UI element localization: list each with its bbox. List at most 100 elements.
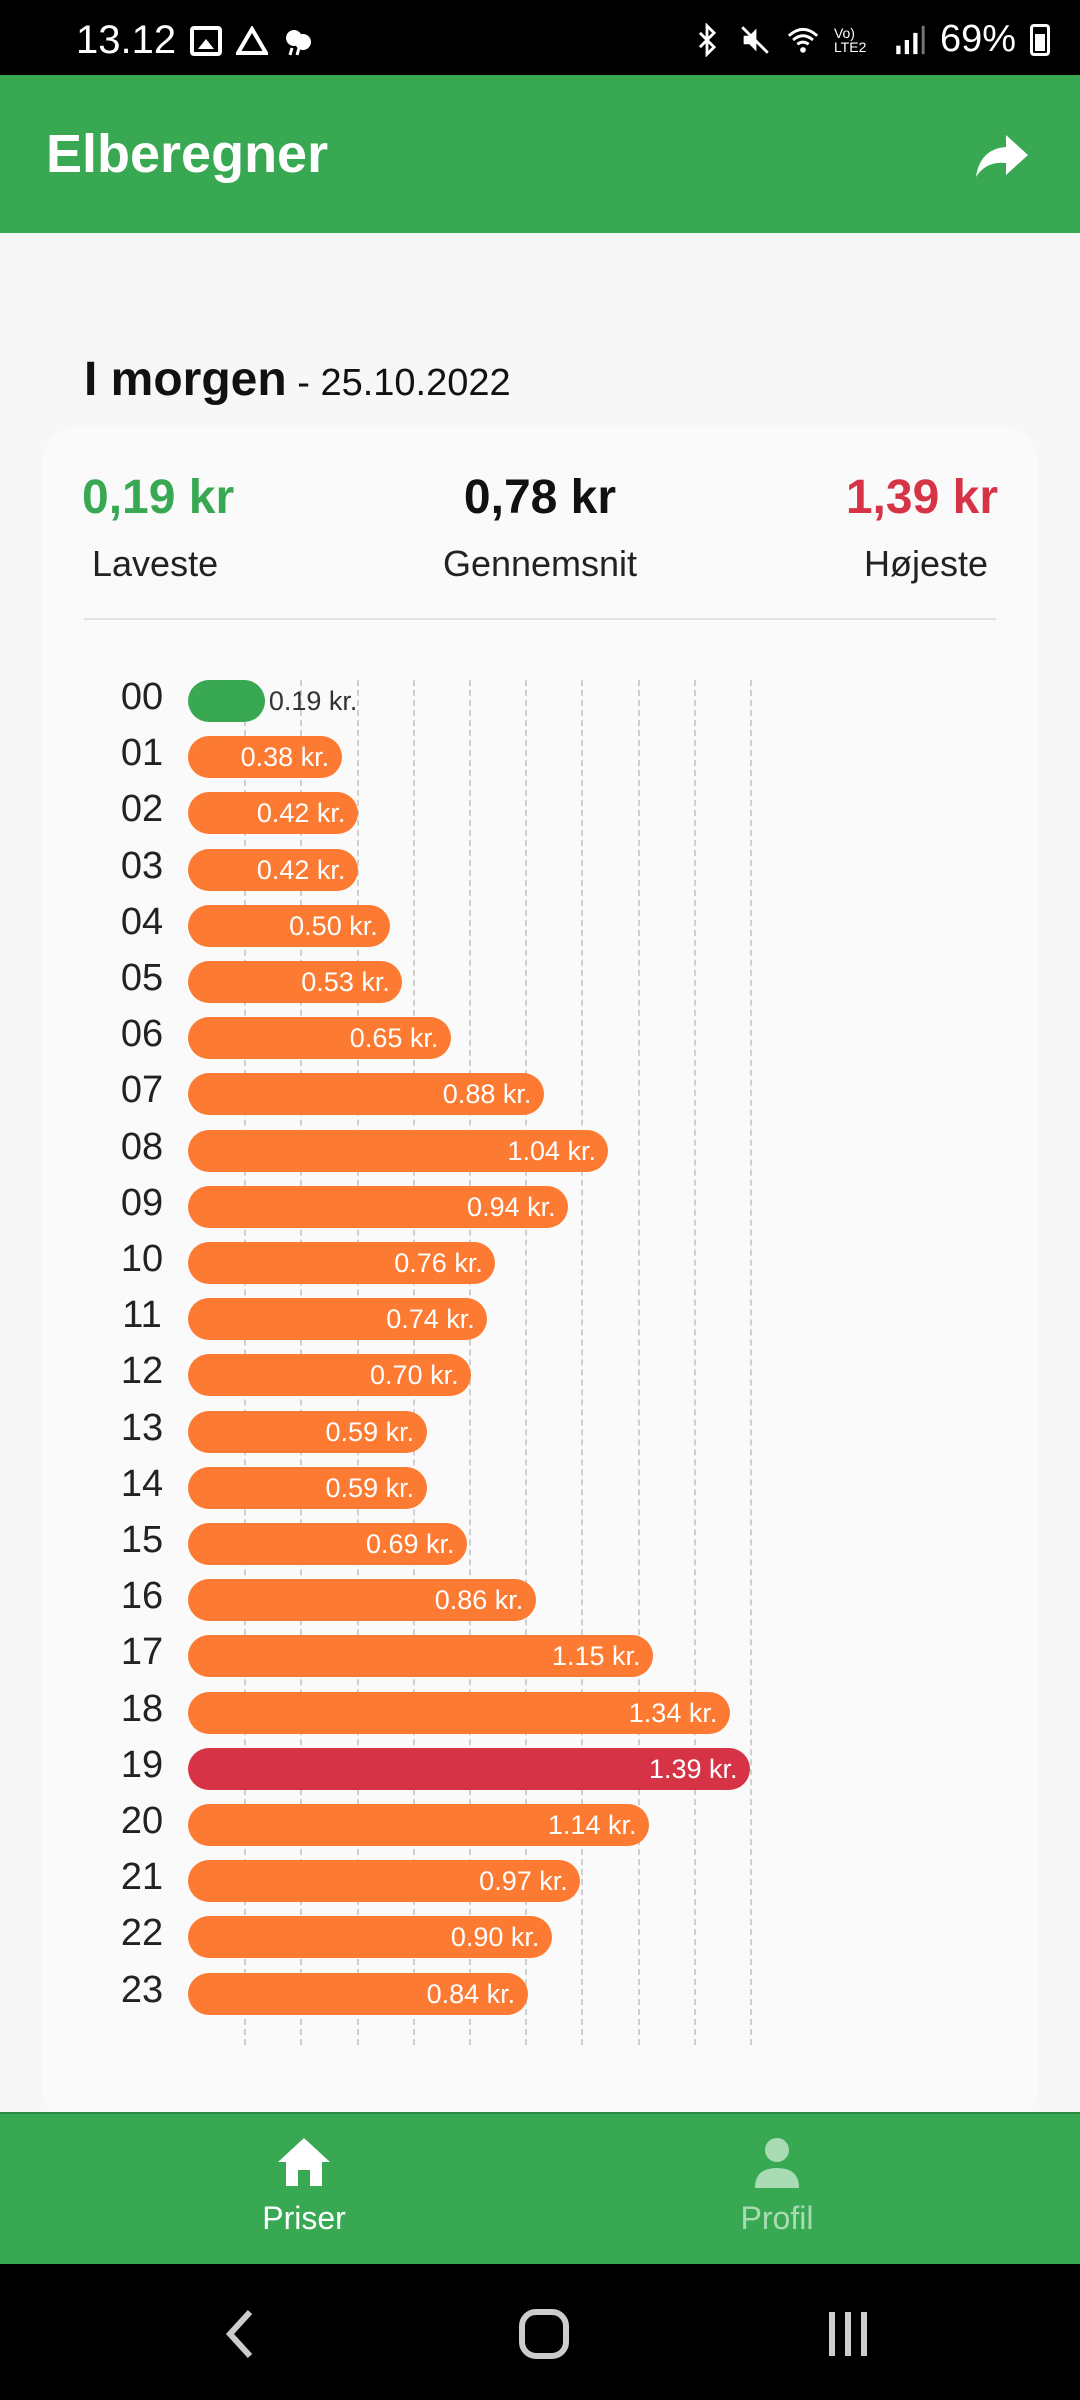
bar-value-label: 1.39 kr.: [649, 1753, 738, 1784]
bar-value-label: 0.42 kr.: [256, 854, 346, 885]
signal-icon: [896, 25, 925, 54]
price-bar: [188, 1579, 536, 1622]
battery-percent: 69%: [939, 18, 1016, 60]
bar-value-label: 0.59 kr.: [325, 1416, 415, 1447]
highest-price-value: 1,39 kr: [845, 471, 998, 524]
average-price-value: 0,78 kr: [463, 471, 617, 524]
share-icon[interactable]: [972, 125, 1032, 185]
nav-item-profil[interactable]: Profil: [677, 2134, 877, 2237]
bar-value-label: 0.38 kr.: [240, 742, 330, 773]
date-heading: I morgen - 25.10.2022: [84, 352, 511, 407]
chart-gridline: [525, 680, 528, 2045]
hour-label: 15: [120, 1519, 164, 1561]
hour-label: 05: [120, 957, 164, 999]
average-price-stat: 0,78 kr Gennemsnit: [42, 470, 1038, 585]
price-bar: [188, 1242, 496, 1284]
bar-value-label: 0.90 kr.: [450, 1922, 540, 1953]
chart-gridline: [581, 680, 584, 2045]
hour-label: 13: [120, 1406, 164, 1449]
lowest-price-label: Laveste: [92, 543, 219, 584]
bar-value-label: 0.70 kr.: [370, 1360, 459, 1391]
person-icon: [755, 2138, 799, 2188]
hour-label: 17: [120, 1631, 164, 1674]
average-price-label: Gennemsnit: [442, 543, 638, 584]
hour-label: 21: [120, 1856, 164, 1899]
price-bar: [188, 736, 342, 779]
bottom-navigation: Priser Profil: [0, 2112, 1080, 2264]
nav-item-priser[interactable]: Priser: [204, 2134, 404, 2237]
recents-icon[interactable]: [818, 2304, 878, 2364]
price-bar: [188, 1523, 467, 1565]
summary-divider: [84, 618, 996, 620]
price-bar: [188, 1466, 427, 1509]
bar-value-label: 1.14 kr.: [547, 1810, 637, 1840]
battery-icon: [1030, 23, 1050, 56]
chart-gridline: [637, 680, 640, 2045]
hour-label: 20: [120, 1800, 164, 1842]
hour-label: 03: [120, 844, 164, 887]
price-bar: [188, 1972, 528, 2015]
price-bar: [188, 1185, 569, 1228]
weather-notification-icon: [282, 26, 314, 56]
bar-value-label: 1.15 kr.: [551, 1641, 641, 1672]
price-bar: [188, 1354, 472, 1397]
bar-value-label: 0.97 kr.: [479, 1866, 568, 1897]
price-bar: [188, 1073, 544, 1116]
highest-price-label: Højeste: [863, 543, 988, 584]
hour-label: 08: [120, 1125, 164, 1168]
gallery-notification-icon: [190, 26, 222, 56]
hour-label: 04: [120, 900, 164, 943]
price-summary: 0,78 kr Gennemsnit 0,19 kr Laveste 1,39 …: [42, 470, 1038, 610]
app-title: Elberegner: [46, 124, 329, 184]
price-bar: [188, 1916, 552, 1959]
bar-value-label: 1.04 kr.: [507, 1135, 597, 1166]
wifi-icon: [787, 27, 819, 53]
mute-icon: [741, 25, 769, 54]
hour-label: 23: [120, 1968, 164, 2011]
status-time: 13.12: [76, 18, 177, 62]
price-bar: [188, 961, 403, 1003]
price-bar: [188, 792, 358, 835]
chart-gridline: [469, 680, 471, 2045]
hour-label: 16: [120, 1575, 164, 1618]
highest-price-stat: 1,39 kr Højeste: [846, 470, 998, 585]
hour-label: 10: [120, 1238, 164, 1280]
bar-value-label: 0.86 kr.: [434, 1585, 524, 1616]
price-bar: [188, 1410, 427, 1453]
home-circle-icon[interactable]: [514, 2304, 574, 2364]
hour-label: 22: [120, 1912, 164, 1955]
home-icon: [278, 2138, 330, 2186]
bar-value-label: 0.53 kr.: [301, 967, 390, 997]
price-bar: [188, 1804, 649, 1846]
bar-value-label: 0.42 kr.: [256, 798, 346, 829]
price-bar: [188, 1635, 653, 1678]
price-bar: [188, 680, 265, 722]
nav-label-profil: Profil: [740, 2200, 814, 2236]
app-bar: Elberegner: [0, 75, 1080, 233]
bar-value-label: 0.50 kr.: [289, 910, 378, 941]
price-bar: [188, 1691, 730, 1734]
price-bar: [188, 1017, 451, 1060]
system-navigation-bar: [0, 2264, 1080, 2400]
bar-value-label: 0.84 kr.: [426, 1978, 516, 2009]
bar-value-label: 0.74 kr.: [386, 1304, 475, 1335]
chart-gridline: [693, 680, 696, 2045]
hour-label: 18: [120, 1687, 164, 1730]
back-icon[interactable]: [212, 2304, 272, 2364]
bar-value-label: 1.34 kr.: [628, 1697, 718, 1728]
nav-label-priser: Priser: [262, 2200, 346, 2236]
day-label: I morgen: [84, 353, 287, 406]
hourly-price-chart: 00 0.19 kr. 01 0.38 kr. 02 0.42 kr. 03 0.42 kr.…: [0, 676, 1080, 2045]
chart-gridline: [750, 680, 752, 2045]
bar-value-label: 0.76 kr.: [394, 1248, 483, 1278]
hour-label: 12: [120, 1350, 164, 1393]
hour-label: 19: [120, 1743, 164, 1786]
bar-value-label: 0.65 kr.: [349, 1023, 439, 1054]
hour-label: 07: [120, 1069, 164, 1112]
lowest-price-value: 0,19 kr: [82, 471, 235, 524]
hour-label: 01: [120, 732, 164, 775]
bluetooth-icon: [698, 22, 717, 57]
bar-value-label: 0.19 kr.: [268, 686, 358, 716]
date-value: 25.10.2022: [320, 362, 511, 404]
bar-value-label: 0.69 kr.: [365, 1529, 455, 1559]
